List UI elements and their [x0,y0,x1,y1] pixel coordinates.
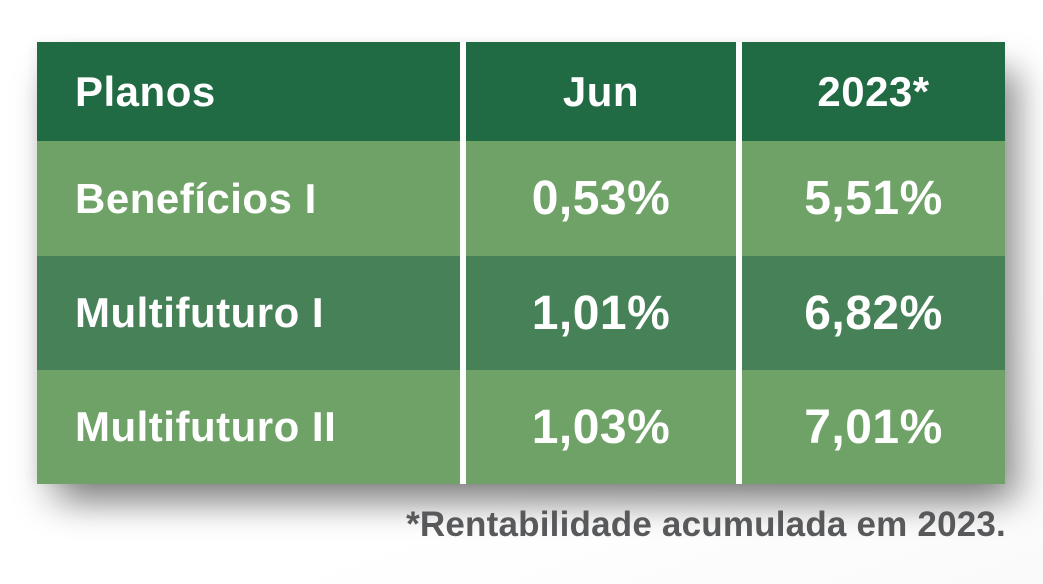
plan-returns-table: Planos Jun 2023* Benefícios I 0,53% 5,51… [37,42,1005,484]
header-cell-planos: Planos [37,42,460,141]
table-row-ytd-value: 6,82% [742,256,1005,370]
table-row-jun-value: 1,03% [466,370,736,484]
table-row-ytd-value: 5,51% [742,141,1005,256]
table-row-plan-name: Benefícios I [37,141,460,256]
header-cell-2023: 2023* [742,42,1005,141]
footnote-text: *Rentabilidade acumulada em 2023. [406,505,1006,544]
table-row-plan-name: Multifuturo I [37,256,460,370]
table-row-plan-name: Multifuturo II [37,370,460,484]
table-row-jun-value: 1,01% [466,256,736,370]
table-row-ytd-value: 7,01% [742,370,1005,484]
header-cell-jun: Jun [466,42,736,141]
table-row-jun-value: 0,53% [466,141,736,256]
